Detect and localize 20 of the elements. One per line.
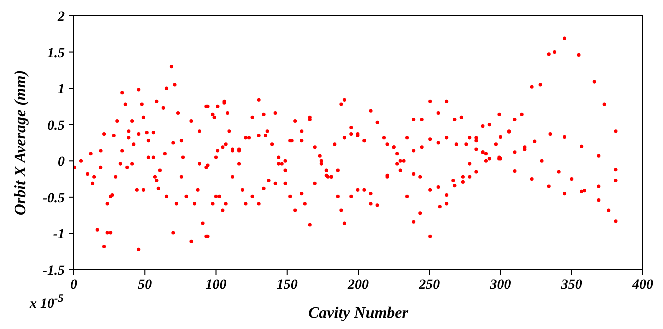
y-tick-label: -1: [53, 228, 65, 243]
x-tick-label: 400: [632, 278, 654, 293]
x-tick-label: 100: [206, 278, 227, 293]
y-tick-label: 1: [58, 82, 65, 98]
x-tick-label: 350: [560, 278, 582, 293]
x-tick-label: 250: [418, 278, 440, 293]
x-tick-label: 150: [276, 278, 298, 293]
y-tick-label: 1.5: [48, 46, 65, 62]
x-tick-label: 200: [347, 278, 369, 293]
y-tick-label: 2: [57, 10, 65, 25]
y-axis-title: Orbit X Average (mm): [12, 70, 30, 216]
x-tick-label: 50: [138, 278, 152, 293]
x-tick-label: 0: [70, 278, 78, 293]
y-tick-label: -0.5: [42, 191, 65, 206]
y-tick-label: -1.5: [42, 264, 65, 279]
x-tick-label: 300: [489, 278, 512, 293]
x-axis-title: Cavity Number: [308, 305, 410, 322]
y-tick-label: 0.5: [48, 118, 65, 134]
text: x 10$^{-5}$: [29, 293, 64, 312]
y-tick-label: 0: [58, 155, 65, 170]
